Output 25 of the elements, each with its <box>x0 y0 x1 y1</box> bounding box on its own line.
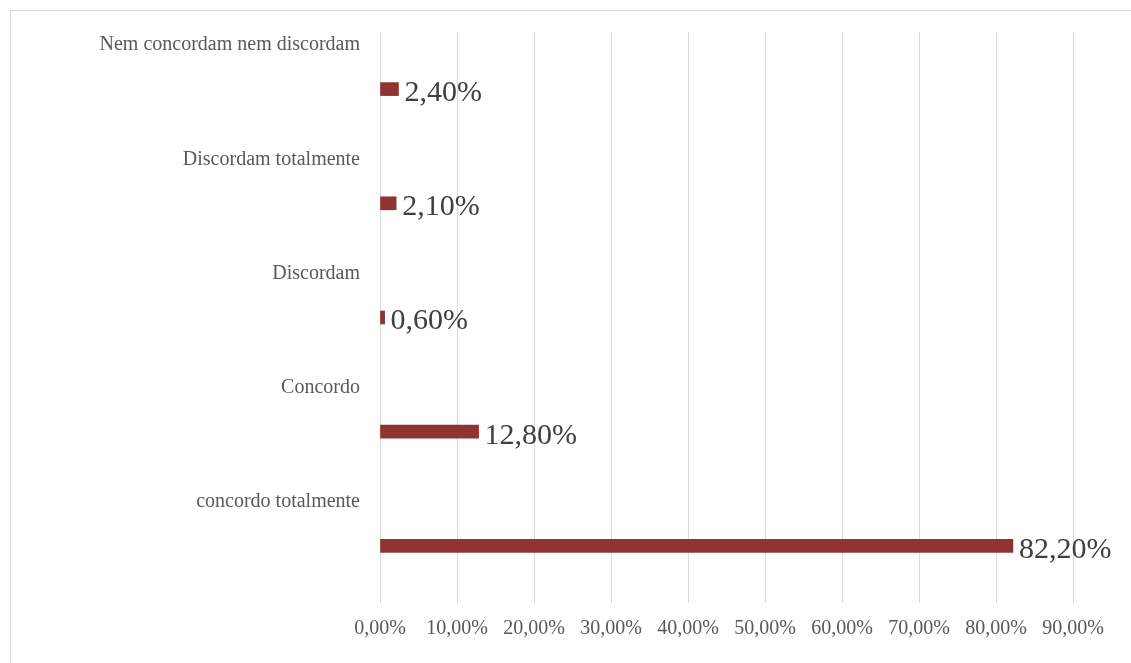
x-tick-label: 90,00% <box>1042 616 1104 639</box>
data-label: 2,10% <box>402 188 480 222</box>
y-tick-label: Nem concordam nem discordam <box>99 32 361 55</box>
bar <box>380 424 479 439</box>
x-tick-label: 30,00% <box>580 616 642 639</box>
bar <box>380 539 1014 553</box>
y-tick-label: concordo totalmente <box>196 489 361 512</box>
data-label: 2,40% <box>404 73 482 107</box>
bar <box>380 310 385 325</box>
x-tick-label: 40,00% <box>657 616 719 639</box>
x-tick-label: 10,00% <box>426 616 488 639</box>
y-tick-label: Concordo <box>281 374 360 397</box>
y-tick-label: Discordam totalmente <box>182 146 361 169</box>
x-tick-label: 20,00% <box>503 616 565 639</box>
bar <box>380 196 397 211</box>
y-tick-label: Discordam <box>272 260 361 283</box>
data-label: 82,20% <box>1018 530 1112 564</box>
x-tick-label: 50,00% <box>734 616 796 639</box>
x-tick-label: 60,00% <box>811 616 873 639</box>
x-tick-label: 0,00% <box>354 616 406 639</box>
data-label: 12,80% <box>484 416 578 450</box>
x-tick-label: 70,00% <box>888 616 950 639</box>
x-tick-label: 80,00% <box>965 616 1027 639</box>
data-label: 0,60% <box>390 302 469 336</box>
bar <box>380 82 399 96</box>
